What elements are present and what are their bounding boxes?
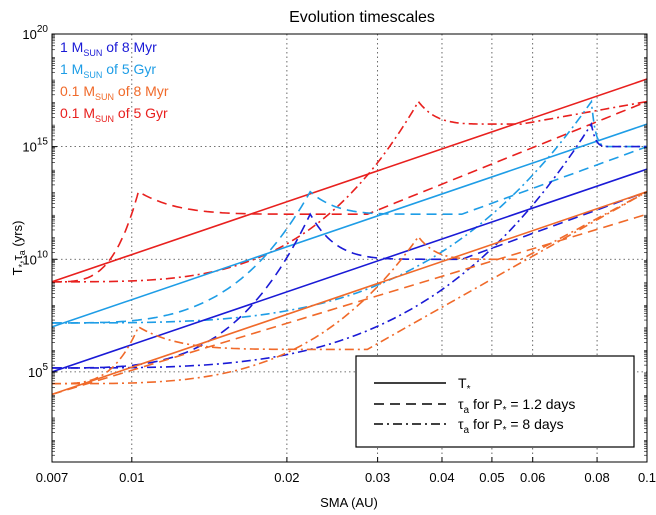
series-line-dashdot: [52, 99, 647, 324]
series-line-dashed: [52, 100, 648, 283]
legend-dashdot-label: τa for P* = 8 days: [458, 416, 564, 436]
y-axis-label: T*,τa (yrs): [10, 221, 27, 276]
series-line-dashdot: [52, 100, 648, 283]
legend-solid-label: T*: [458, 375, 471, 395]
series-line-dashdot: [52, 190, 648, 385]
mass-legend-entry: 0.1 MSUN of 8 Myr: [60, 83, 169, 102]
x-tick-label: 0.03: [365, 470, 390, 485]
chart-title: Evolution timescales: [289, 9, 435, 26]
series-line-dashdot: [52, 121, 647, 369]
plot-frame: [51, 33, 648, 463]
style-legend-box: [355, 355, 635, 448]
mass-legend-entry: 0.1 MSUN of 5 Gyr: [60, 105, 168, 124]
series-line-solid: [51, 168, 648, 373]
y-ticks: 105 1010 1015 1020: [22, 24, 647, 456]
x-ticks: 0.007 0.01 0.02 0.03 0.04 0.05 0.06 0.08 0.1: [36, 457, 656, 485]
x-tick-label: 0.007: [36, 470, 69, 485]
x-tick-label: 0.08: [584, 470, 609, 485]
style-legend: T* τa for P* = 1.2 days τa for P* = 8 da…: [355, 355, 635, 448]
series-line-dashdot: [52, 191, 648, 385]
mass-legend-entry: 1 MSUN of 5 Gyr: [60, 61, 156, 80]
y-tick-label: 1020: [22, 24, 48, 42]
series-line-dashed: [52, 190, 648, 369]
y-label-sub2: a: [17, 250, 27, 255]
x-tick-label: 0.05: [479, 470, 504, 485]
y-label-main: T: [10, 267, 25, 275]
y-tick-label: 1015: [22, 137, 48, 155]
y-label-mid: ,τ: [10, 254, 25, 264]
series-line-solid: [51, 78, 648, 283]
series-line-solid: [51, 190, 648, 396]
y-tick-label: 105: [28, 362, 48, 380]
x-tick-label: 0.02: [274, 470, 299, 485]
series-group: [51, 78, 648, 396]
legend-dashed-label: τa for P* = 1.2 days: [458, 396, 575, 416]
x-tick-label: 0.1: [638, 470, 656, 485]
x-tick-label: 0.06: [520, 470, 545, 485]
x-tick-label: 0.01: [119, 470, 144, 485]
y-tick-label: 1010: [22, 249, 48, 267]
series-line-dashed: [52, 145, 648, 324]
x-axis-label: SMA (AU): [320, 495, 378, 510]
series-line-solid: [51, 123, 648, 328]
y-label-tail: (yrs): [10, 221, 25, 251]
mass-legend-entry: 1 MSUN of 8 Myr: [60, 39, 157, 58]
mass-legend: 1 MSUN of 8 Myr 1 MSUN of 5 Gyr 0.1 MSUN o…: [60, 39, 169, 124]
x-tick-label: 0.04: [429, 470, 454, 485]
y-label-sub1: *: [17, 263, 27, 267]
